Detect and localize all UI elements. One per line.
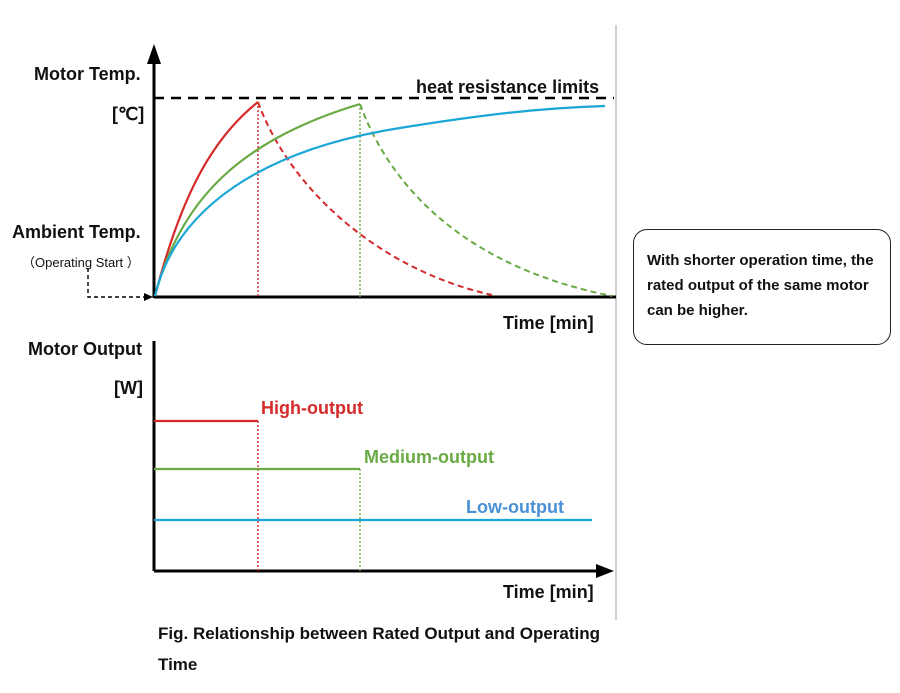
bottom-y-unit: [W] xyxy=(114,378,143,398)
series-label-medium-output: Medium-output xyxy=(364,447,494,467)
ambient-pointer-line xyxy=(87,268,148,298)
low-output-heating-curve xyxy=(153,104,606,297)
figure-caption: Fig. Relationship between Rated Output a… xyxy=(158,624,601,674)
bottom-y-title: Motor Output xyxy=(28,339,142,359)
bottom-x-axis-arrowhead xyxy=(596,564,614,578)
explanation-note: With shorter operation time, the rated o… xyxy=(633,229,891,345)
high-output-cooling-curve xyxy=(257,101,493,296)
top-y-unit: [℃] xyxy=(112,104,145,124)
medium-output-cooling-curve xyxy=(359,103,613,297)
bottom-x-label: Time [min] xyxy=(503,582,594,602)
series-label-low-output: Low-output xyxy=(466,497,564,517)
top-y-title: Motor Temp. xyxy=(34,64,141,84)
high-output-heating-curve xyxy=(153,101,259,297)
operating-start-label: （Operating Start ） xyxy=(22,255,140,270)
heat-limit-label: heat resistance limits xyxy=(416,77,600,97)
ambient-pointer-arrowhead xyxy=(144,293,153,301)
series-label-high-output: High-output xyxy=(261,398,363,418)
ambient-temp-label: Ambient Temp. xyxy=(12,222,141,242)
top-x-label: Time [min] xyxy=(503,313,594,333)
top-y-axis-arrowhead xyxy=(147,44,161,64)
